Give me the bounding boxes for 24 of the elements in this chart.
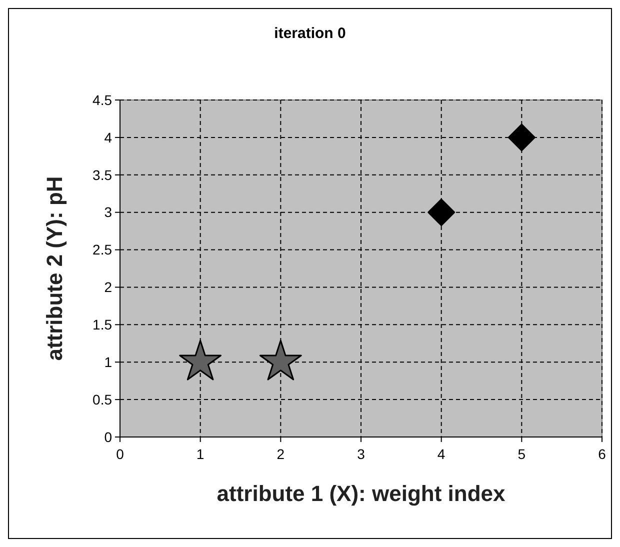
y-tick-label: 0.5	[92, 391, 112, 408]
x-tick-label: 3	[357, 446, 366, 462]
point	[179, 340, 222, 380]
x-tick-label: 4	[437, 446, 446, 462]
point	[508, 124, 536, 152]
y-tick-label: 4.5	[92, 92, 112, 108]
y-axis-title: attribute 2 (Y): pH	[42, 176, 67, 361]
y-tick-label: 2	[104, 279, 112, 296]
x-tick-label: 0	[116, 446, 124, 462]
point	[428, 198, 456, 226]
x-tick-label: 1	[196, 446, 204, 462]
chart-title: iteration 0	[274, 25, 346, 42]
x-tick-label: 6	[598, 446, 606, 462]
y-tick-label: 2.5	[92, 242, 112, 258]
point	[259, 340, 302, 380]
x-axis-title: attribute 1 (X): weight index	[216, 481, 506, 506]
y-tick-label: 1	[104, 354, 112, 370]
y-tick-label: 4	[104, 129, 112, 146]
y-tick-label: 3	[104, 204, 112, 220]
x-tick-label: 5	[518, 446, 526, 462]
y-tick-label: 3.5	[92, 166, 112, 183]
y-tick-label: 0	[104, 428, 112, 445]
y-tick-label: 1.5	[92, 316, 112, 333]
x-tick-label: 2	[276, 446, 285, 462]
